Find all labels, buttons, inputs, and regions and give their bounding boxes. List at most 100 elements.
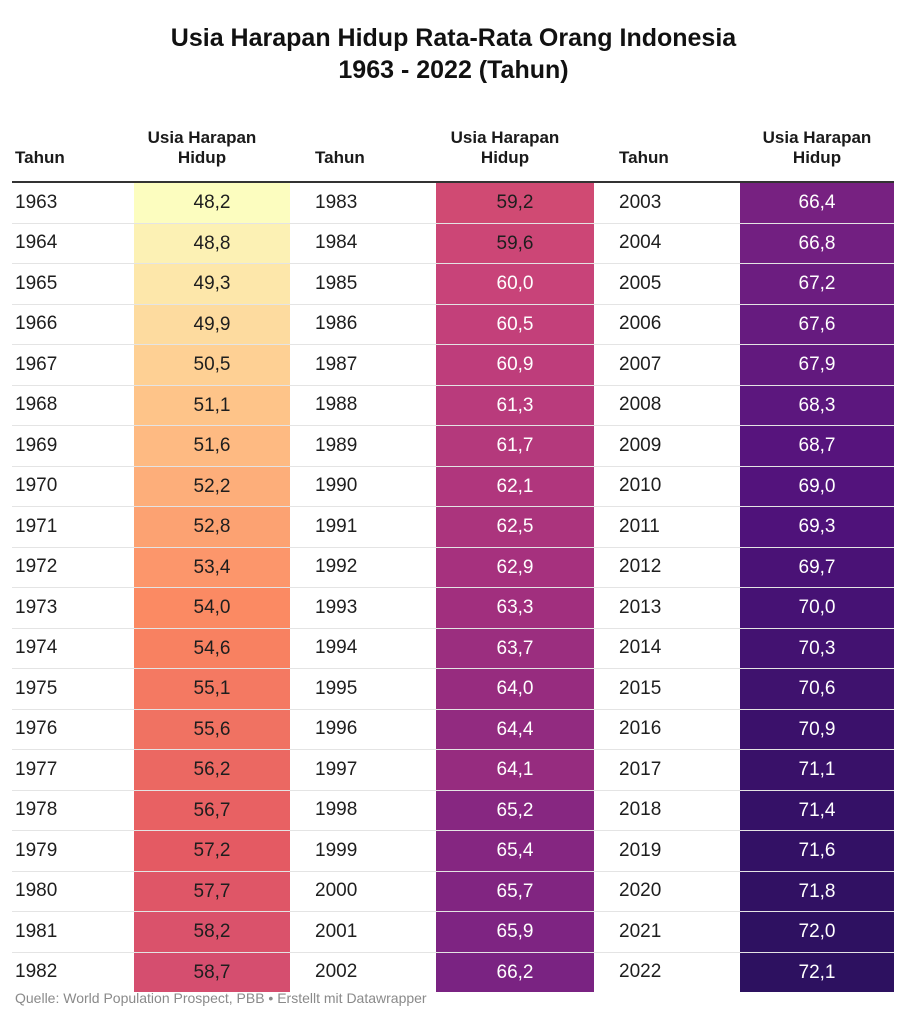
year-cell: 1965 <box>12 263 134 305</box>
year-cell: 2013 <box>616 587 740 629</box>
year-cell: 2002 <box>315 961 358 983</box>
value-cell: 60,9 <box>436 344 616 386</box>
value-cell: 64,1 <box>436 749 616 791</box>
value-cell: 58,2 <box>134 911 312 953</box>
value-swatch: 67,6 <box>740 304 894 344</box>
title-line-2: 1963 - 2022 (Tahun) <box>338 56 569 84</box>
value-swatch: 62,5 <box>436 507 594 547</box>
table-row: 1964 48,8 1984 59,6 2004 66,8 <box>12 223 894 264</box>
value-swatch: 71,8 <box>740 871 894 911</box>
value-swatch: 66,8 <box>740 223 894 263</box>
year-cell: 2015 <box>616 668 740 710</box>
value-swatch: 65,2 <box>436 790 594 830</box>
value-swatch: 64,4 <box>436 709 594 749</box>
header-usia-harapan-hidup: Usia Harapan Hidup <box>436 110 616 183</box>
year-cell: 1964 <box>12 223 134 264</box>
year-cell: 2021 <box>616 911 740 953</box>
year-cell: 2009 <box>616 425 740 467</box>
value-cell: 63,3 <box>436 587 616 629</box>
year-cell: 1974 <box>12 628 134 669</box>
year-cell: 2000 <box>312 871 436 912</box>
value-cell: 59,6 <box>436 223 616 264</box>
value-swatch: 54,0 <box>134 588 290 628</box>
value-swatch: 52,2 <box>134 466 290 506</box>
value-swatch: 58,7 <box>134 952 290 992</box>
value-swatch: 52,8 <box>134 507 290 547</box>
table-row: 1965 49,3 1985 60,0 2005 67,2 <box>12 263 894 305</box>
value-swatch: 51,6 <box>134 426 290 466</box>
value-swatch: 54,6 <box>134 628 290 668</box>
value-swatch: 70,0 <box>740 588 894 628</box>
value-swatch: 57,7 <box>134 871 290 911</box>
year-cell: 2005 <box>616 263 740 305</box>
source-note: Quelle: World Population Prospect, PBB •… <box>15 990 427 1006</box>
value-swatch: 65,9 <box>436 912 594 952</box>
value-swatch: 70,6 <box>740 669 894 709</box>
value-swatch: 53,4 <box>134 547 290 587</box>
year-cell: 1975 <box>12 668 134 710</box>
value-cell: 72,0 <box>740 911 894 953</box>
table-row: 1981 58,2 2001 65,9 2021 72,0 <box>12 911 894 953</box>
year-cell: 2001 <box>312 911 436 953</box>
value-swatch: 64,1 <box>436 750 594 790</box>
table-row: 1968 51,1 1988 61,3 2008 68,3 <box>12 385 894 426</box>
value-swatch: 68,3 <box>740 385 894 425</box>
value-swatch: 61,3 <box>436 385 594 425</box>
year-cell: 1976 <box>12 709 134 750</box>
value-cell: 70,9 <box>740 709 894 750</box>
value-swatch: 51,1 <box>134 385 290 425</box>
value-swatch: 70,9 <box>740 709 894 749</box>
year-cell: 1968 <box>12 385 134 426</box>
table-row: 1975 55,1 1995 64,0 2015 70,6 <box>12 668 894 710</box>
year-cell: 2020 <box>616 871 740 912</box>
table-row: 1970 52,2 1990 62,1 2010 69,0 <box>12 466 894 507</box>
value-cell: 66,8 <box>740 223 894 264</box>
year-cell: 2008 <box>616 385 740 426</box>
year-cell: 2014 <box>616 628 740 669</box>
value-swatch: 72,1 <box>740 952 894 992</box>
value-cell: 63,7 <box>436 628 616 669</box>
year-cell: 2016 <box>616 709 740 750</box>
value-cell: 66,4 <box>740 182 894 224</box>
year-cell: 1971 <box>12 506 134 548</box>
value-cell: 51,6 <box>134 425 312 467</box>
value-swatch: 55,6 <box>134 709 290 749</box>
year-cell: 1981 <box>12 911 134 953</box>
value-cell: 50,5 <box>134 344 312 386</box>
value-swatch: 60,0 <box>436 264 594 304</box>
table-row: 1963 48,2 1983 59,2 2003 66,4 <box>12 182 894 224</box>
year-cell: 1973 <box>12 587 134 629</box>
value-cell: 61,7 <box>436 425 616 467</box>
year-cell: 1985 <box>312 263 436 305</box>
year-cell: 1978 <box>12 790 134 831</box>
year-cell: 2012 <box>616 547 740 588</box>
value-swatch: 59,2 <box>436 183 594 223</box>
value-cell: 55,1 <box>134 668 312 710</box>
value-swatch: 69,7 <box>740 547 894 587</box>
year-cell: 1980 <box>12 871 134 912</box>
value-cell: 62,1 <box>436 466 616 507</box>
value-cell: 52,8 <box>134 506 312 548</box>
table-row: 1977 56,2 1997 64,1 2017 71,1 <box>12 749 894 791</box>
value-swatch: 69,3 <box>740 507 894 547</box>
header-tahun: Tahun <box>616 110 740 183</box>
year-cell: 2006 <box>616 304 740 345</box>
table-row: 1976 55,6 1996 64,4 2016 70,9 <box>12 709 894 750</box>
value-cell: 70,0 <box>740 587 894 629</box>
year-cell: 1993 <box>312 587 436 629</box>
value-cell: 64,4 <box>436 709 616 750</box>
value-cell: 53,4 <box>134 547 312 588</box>
value-cell: 58,7 <box>134 952 312 992</box>
value-swatch: 49,3 <box>134 264 290 304</box>
value-swatch: 66,2 <box>436 952 594 992</box>
value-cell: 62,5 <box>436 506 616 548</box>
year-cell: 1972 <box>12 547 134 588</box>
year-cell: 1987 <box>312 344 436 386</box>
value-cell: 49,9 <box>134 304 312 345</box>
value-swatch: 67,9 <box>740 345 894 385</box>
value-cell: 57,7 <box>134 871 312 912</box>
year-cell: 1982 <box>15 961 58 983</box>
table-row: 1974 54,6 1994 63,7 2014 70,3 <box>12 628 894 669</box>
value-swatch: 50,5 <box>134 345 290 385</box>
header-tahun: Tahun <box>12 110 134 183</box>
